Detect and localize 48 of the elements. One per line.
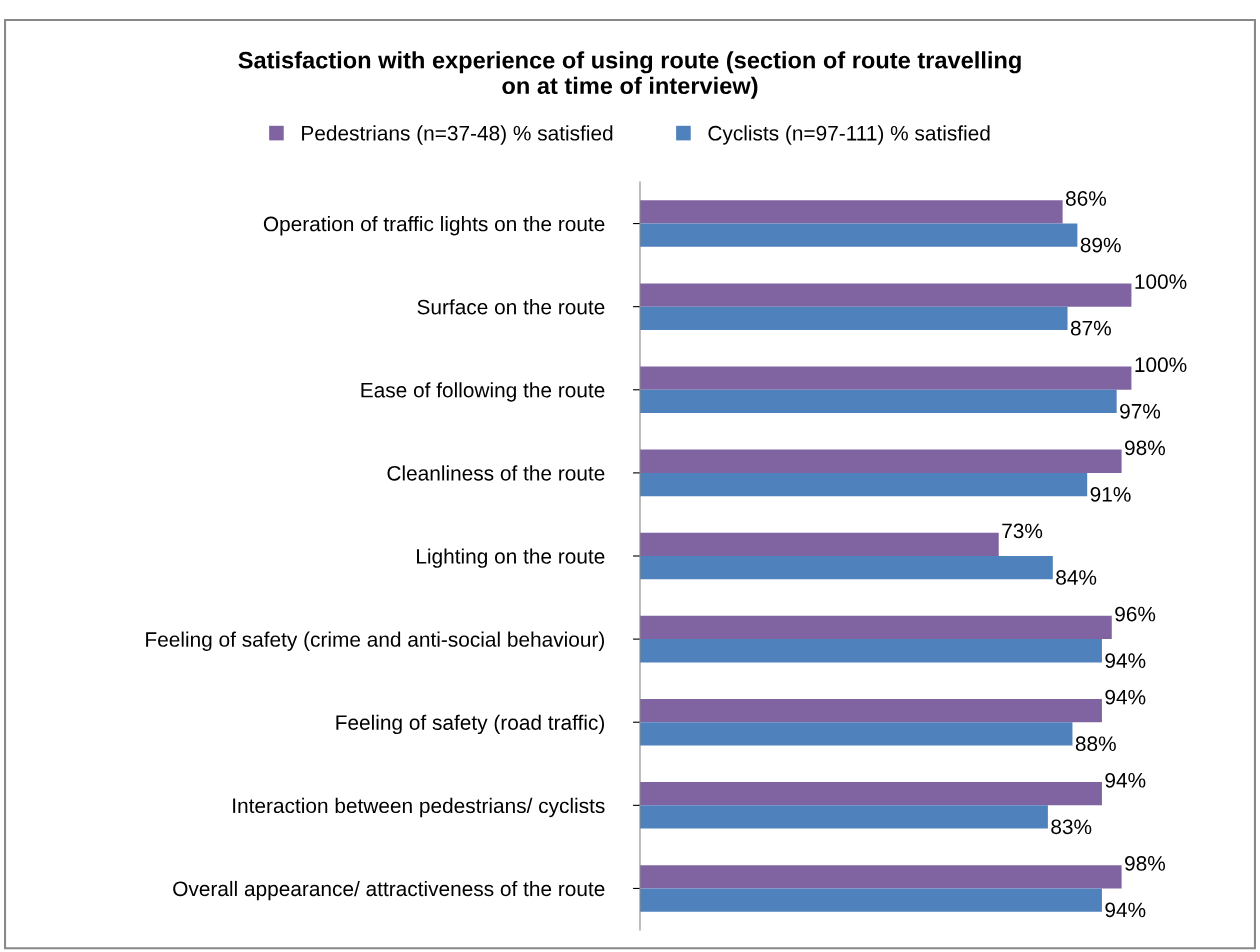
bar <box>640 805 1048 829</box>
y-tick-label: Cleanliness of the route <box>387 465 605 481</box>
data-label: 100% <box>1135 357 1187 373</box>
bar <box>640 200 1063 224</box>
bar <box>640 306 1068 330</box>
bar <box>640 698 1102 723</box>
data-label: 100% <box>1135 274 1187 289</box>
data-label: 98% <box>1125 440 1166 456</box>
chart-title: Satisfaction with experience of using route (section of route travelling on at time of interview) <box>238 51 1021 99</box>
data-label: 94% <box>1105 689 1146 705</box>
bar <box>640 366 1132 390</box>
bar <box>640 389 1117 414</box>
bar <box>640 449 1122 473</box>
bar <box>640 782 1102 806</box>
data-label: 84% <box>1056 570 1097 585</box>
bar <box>640 888 1102 912</box>
bar <box>640 223 1078 247</box>
legend-label: Cyclists (n=97-111) % satisfied <box>708 125 990 145</box>
data-label: 83% <box>1051 819 1092 835</box>
data-label: 94% <box>1105 772 1146 788</box>
y-tick-label: Feeling of safety (road traffic) <box>336 714 605 735</box>
y-tick-label: Surface on the route <box>417 299 605 315</box>
y-tick-label: Ease of following the route <box>361 382 605 402</box>
bar <box>640 722 1073 746</box>
data-label: 94% <box>1105 653 1146 668</box>
data-label: 91% <box>1090 487 1131 502</box>
data-label: 87% <box>1070 320 1111 336</box>
data-label: 98% <box>1125 856 1166 871</box>
data-label: 88% <box>1075 736 1116 752</box>
legend-label: Pedestrians (n=37-48) % satisfied <box>302 125 613 145</box>
data-label: 94% <box>1105 902 1146 918</box>
data-label: 96% <box>1115 606 1156 622</box>
bar <box>640 283 1132 307</box>
bar <box>640 639 1102 663</box>
data-label: 97% <box>1120 403 1161 419</box>
y-tick-label: Overall appearance/ attractiveness of the route <box>173 880 605 901</box>
y-tick-label: Lighting on the route <box>417 548 605 568</box>
y-tick-label: Interaction between pedestrians/ cyclists <box>233 797 605 818</box>
bar <box>640 615 1112 640</box>
data-label: 86% <box>1065 191 1107 206</box>
bar <box>640 532 999 556</box>
y-tick-label: Operation of traffic lights on the route <box>263 216 605 236</box>
bar <box>640 472 1088 497</box>
bar <box>640 865 1122 889</box>
bar <box>640 556 1053 580</box>
y-tick-label: Feeling of safety (crime and anti-social behaviour) <box>146 631 605 651</box>
data-label: 73% <box>1002 523 1043 539</box>
data-label: 89% <box>1080 237 1121 253</box>
